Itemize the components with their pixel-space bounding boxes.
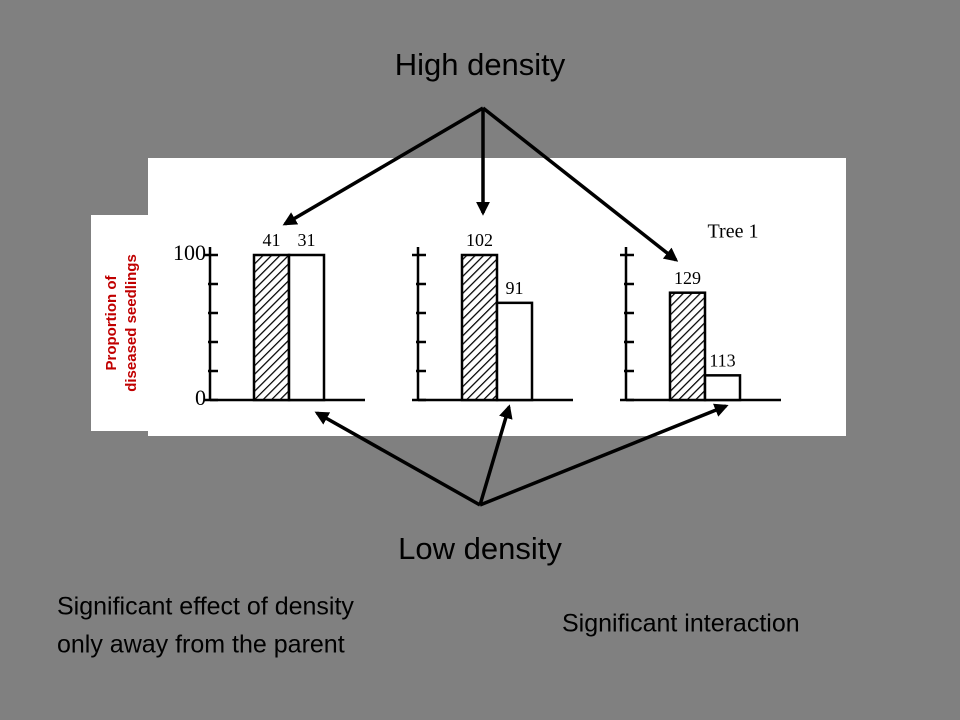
bar <box>703 374 742 402</box>
arrows <box>282 106 729 507</box>
sample-size-label: 129 <box>674 268 701 288</box>
sample-size-label: 102 <box>466 230 493 250</box>
bar <box>287 253 326 402</box>
legend-label: Low density <box>398 531 562 566</box>
annotation: Significant effect of density <box>57 593 354 621</box>
sample-size-label: 91 <box>506 278 524 298</box>
y-label: Proportion of <box>103 275 120 371</box>
sample-size-label: 41 <box>263 230 281 250</box>
y-tick-label: 100 <box>173 240 206 265</box>
bar <box>668 291 707 402</box>
bar <box>495 301 534 402</box>
sample-size-label: 31 <box>298 230 316 250</box>
y-tick-label: 0 <box>195 385 206 410</box>
annotation: Significant interaction <box>562 610 800 638</box>
sample-size-label: 113 <box>709 350 735 370</box>
bar <box>252 253 291 402</box>
chart-title: Tree 1 <box>708 221 759 243</box>
y-label-panel <box>91 215 148 431</box>
bar <box>460 253 499 402</box>
y-label: diseased seedlings <box>123 254 140 392</box>
annotation: only away from the parent <box>57 631 345 659</box>
legend-label: High density <box>395 47 566 82</box>
